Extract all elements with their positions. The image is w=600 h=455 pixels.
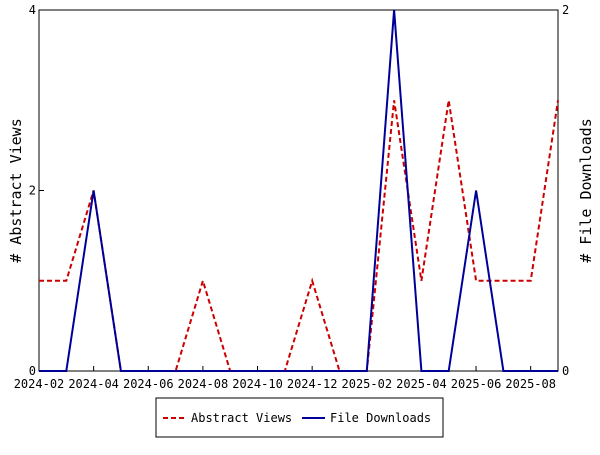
x-tick-label-2024-10: 2024-10 [232, 377, 283, 391]
y-left-tick-label-4: 4 [29, 3, 36, 17]
legend-label-file-downloads: File Downloads [330, 411, 431, 425]
series-line-abstract-views [39, 100, 559, 372]
x-tick-label-2025-08: 2025-08 [505, 377, 556, 391]
series-line-file-downloads [39, 9, 558, 372]
axes-layer: 2024-02 2024-04 2024-06 2024-08 2024-10 2024-… [7, 3, 595, 391]
x-tick-label-2024-12: 2024-12 [287, 377, 338, 391]
x-tick-label-2024-04: 2024-04 [68, 377, 119, 391]
y-left-axis-title: # Abstract Views [7, 118, 25, 263]
x-tick-label-2025-04: 2025-04 [396, 377, 447, 391]
x-tick-label-2024-06: 2024-06 [123, 377, 174, 391]
x-tick-label-2024-08: 2024-08 [178, 377, 229, 391]
y-left-tick-label-2: 2 [29, 184, 36, 198]
x-tick-label-2025-06: 2025-06 [451, 377, 502, 391]
plot-area-border [38, 9, 559, 372]
series-layer [39, 9, 559, 372]
x-tick-label-2025-02: 2025-02 [342, 377, 393, 391]
y-right-tick-label-2: 2 [562, 3, 569, 17]
legend: Abstract Views File Downloads [155, 397, 444, 438]
legend-box [155, 397, 444, 438]
y-right-tick-label-0: 0 [562, 364, 569, 378]
y-left-tick-label-0: 0 [29, 364, 36, 378]
legend-label-abstract-views: Abstract Views [191, 411, 292, 425]
x-tick-label-2024-02: 2024-02 [14, 377, 65, 391]
y-right-axis-title: # File Downloads [577, 118, 595, 263]
